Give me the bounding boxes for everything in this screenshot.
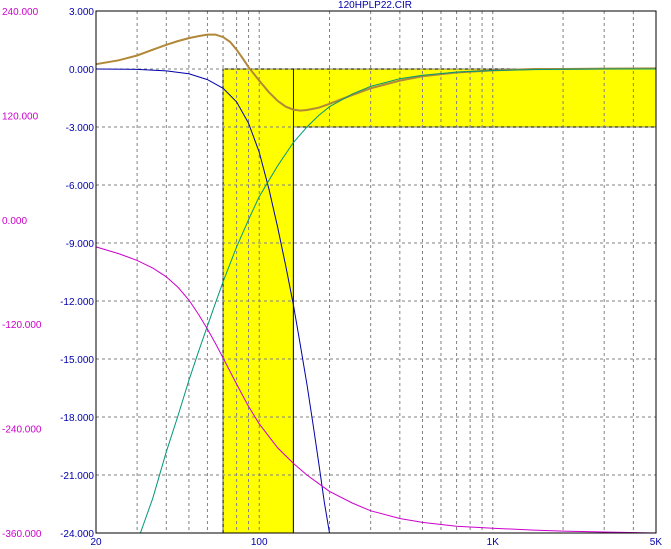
x-axis-tick-label: 100 xyxy=(251,537,268,548)
highlight-region-1 xyxy=(222,68,657,128)
phase-axis-tick-label: -120.000 xyxy=(2,320,42,331)
y-axis-tick-label: -24.000 xyxy=(60,529,94,540)
y-axis-tick-label: -6.000 xyxy=(66,181,95,192)
y-axis-tick-label: -21.000 xyxy=(60,471,94,482)
x-axis-tick-label: 1K xyxy=(487,537,500,548)
phase-axis-tick-label: 240.000 xyxy=(2,7,39,18)
y-axis-tick-label: -9.000 xyxy=(66,239,95,250)
y-axis-tick-label: 0.000 xyxy=(69,65,94,76)
y-axis-tick-label: -15.000 xyxy=(60,355,94,366)
chart-title: 120HPLP22.CIR xyxy=(338,0,412,11)
y-axis-tick-label: -12.000 xyxy=(60,297,94,308)
phase-axis-tick-label: 120.000 xyxy=(2,111,39,122)
series-line-3 xyxy=(139,68,656,534)
y-axis-tick-label: -3.000 xyxy=(66,123,95,134)
x-axis-tick-label: 5K xyxy=(650,537,663,548)
x-axis-tick-label: 20 xyxy=(90,537,102,548)
phase-axis-tick-label: -240.000 xyxy=(2,425,42,436)
series-line-2 xyxy=(95,68,330,534)
phase-axis-tick-label: -360.000 xyxy=(2,529,42,540)
phase-axis-tick-label: 0.000 xyxy=(2,216,27,227)
plot-border xyxy=(95,10,657,534)
series-line-1 xyxy=(95,33,657,112)
y-axis-tick-label: 3.000 xyxy=(69,7,94,18)
plot-area xyxy=(95,10,657,534)
y-axis-tick-label: -18.000 xyxy=(60,413,94,424)
series-line-4 xyxy=(95,246,657,534)
